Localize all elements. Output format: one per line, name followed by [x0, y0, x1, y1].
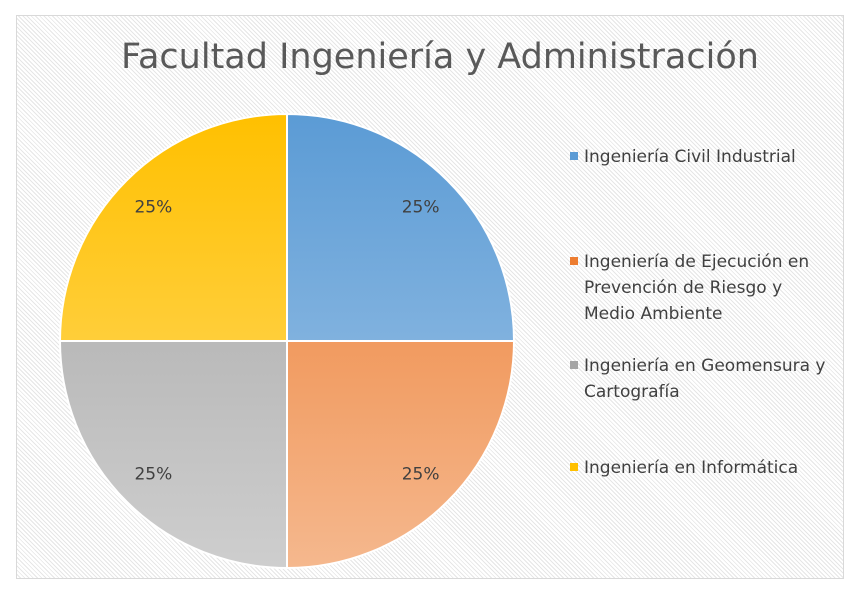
legend-label: Ingeniería en Geomensura y Cartografía: [584, 356, 826, 402]
legend-swatch: [570, 361, 578, 369]
data-label: 25%: [134, 465, 172, 485]
legend-entry: Ingeniería Civil Industrial: [570, 144, 835, 170]
pie-slice: [58, 340, 288, 570]
pie-slice: [286, 340, 516, 570]
data-label: 25%: [402, 197, 440, 217]
pie-slice: [286, 112, 516, 342]
legend-entry: Ingeniería de Ejecución en Prevención de…: [570, 249, 835, 327]
legend-swatch: [570, 257, 578, 265]
data-label: 25%: [402, 465, 440, 485]
chart-title: Facultad Ingeniería y Administración: [121, 37, 759, 77]
legend-entry: Ingeniería en Informática: [570, 455, 835, 481]
pie-slice: [58, 112, 288, 342]
data-label: 25%: [134, 197, 172, 217]
legend-swatch: [570, 152, 578, 160]
legend-swatch: [570, 463, 578, 471]
legend-entry: Ingeniería en Geomensura y Cartografía: [570, 353, 835, 405]
legend-label: Ingeniería en Informática: [584, 458, 799, 478]
legend-label: Ingeniería Civil Industrial: [584, 147, 796, 167]
legend-label: Ingeniería de Ejecución en Prevención de…: [584, 252, 810, 324]
